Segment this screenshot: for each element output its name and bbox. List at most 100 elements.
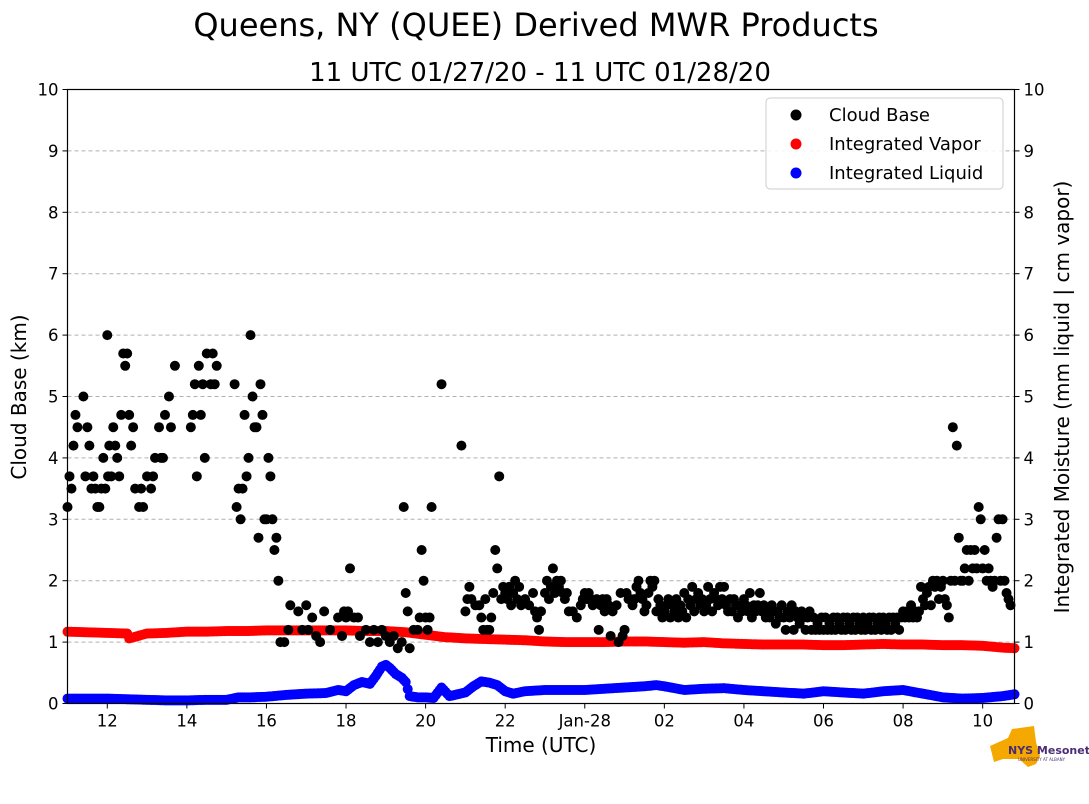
cloud-base-point-250	[719, 581, 730, 592]
y-tick-left-label-0: 0	[48, 695, 59, 714]
cloud-base-point-338	[894, 624, 905, 635]
cloud-base-point-25	[114, 471, 125, 482]
cloud-base-point-8	[82, 422, 93, 433]
cloud-base-point-115	[396, 637, 407, 648]
cloud-base-point-91	[303, 624, 314, 635]
cloud-base-point-45	[163, 391, 174, 402]
cloud-base-point-188	[593, 624, 604, 635]
cloud-base-point-137	[476, 612, 487, 623]
cloud-base-point-90	[301, 600, 312, 611]
x-tick-label-18: 18	[336, 712, 357, 731]
cloud-base-point-31	[126, 440, 137, 451]
x-tick-label-12: 12	[97, 712, 118, 731]
cloud-base-point-121	[412, 624, 423, 635]
cloud-base-point-41	[154, 422, 165, 433]
cloud-base-point-348	[914, 606, 925, 617]
cloud-base-point-144	[490, 545, 501, 555]
cloud-base-point-98	[337, 630, 348, 641]
cloud-base-point-23	[110, 440, 121, 451]
cloud-base-point-105	[354, 630, 365, 641]
cloud-base-point-80	[267, 514, 278, 525]
legend-label-integrated-liquid: Integrated Liquid	[829, 163, 983, 184]
cloud-base-point-87	[285, 600, 296, 611]
y-tick-right-label-1: 1	[1024, 633, 1035, 652]
x-tick-label-22: 22	[495, 712, 516, 731]
legend-marker-integrated-vapor	[790, 138, 802, 150]
cloud-base-point-373	[963, 575, 974, 586]
cloud-base-point-92	[307, 612, 318, 623]
cloud-base-point-363	[943, 612, 954, 623]
y-tick-right-label-7: 7	[1024, 265, 1035, 284]
y-axis-left: 0 1 2 3 4 5 6 7 8 9 10	[38, 81, 68, 714]
cloud-base-point-116	[398, 502, 409, 513]
cloud-base-point-145	[492, 563, 503, 574]
cloud-base-point-30	[124, 409, 135, 420]
cloud-base-point-390	[997, 514, 1008, 525]
y-tick-right-label-3: 3	[1024, 510, 1035, 529]
cloud-base-point-123	[416, 545, 427, 555]
cloud-base-point-95	[319, 606, 330, 617]
cloud-base-point-194	[605, 630, 616, 641]
cloud-base-point-47	[169, 360, 180, 371]
cloud-base-point-75	[257, 409, 268, 420]
series-cloud-base	[62, 330, 1016, 654]
cloud-base-point-362	[941, 600, 952, 611]
cloud-base-point-46	[165, 422, 176, 433]
cloud-base-point-28	[120, 360, 131, 371]
cloud-base-point-51	[191, 471, 202, 482]
cloud-base-point-354	[925, 600, 936, 611]
y-tick-right-label-5: 5	[1024, 388, 1035, 407]
cloud-base-point-18	[102, 330, 113, 341]
cloud-base-point-387	[991, 532, 1002, 543]
cloud-base-point-381	[979, 545, 990, 555]
cloud-base-point-367	[951, 440, 962, 451]
cloud-base-point-391	[999, 575, 1010, 586]
cloud-base-point-11	[88, 471, 99, 482]
legend-marker-integrated-liquid	[790, 167, 802, 179]
cloud-base-point-38	[146, 483, 157, 494]
cloud-base-point-139	[480, 594, 491, 605]
cloud-base-point-376	[969, 545, 980, 555]
logo-title: NYS Mesonet	[1008, 744, 1089, 757]
cloud-base-point-1	[64, 471, 75, 482]
cloud-base-point-160	[528, 587, 539, 598]
x-axis-label: Time (UTC)	[485, 733, 597, 757]
cloud-base-point-66	[239, 409, 250, 420]
chart-subtitle: 11 UTC 01/27/20 - 11 UTC 01/28/20	[309, 58, 771, 88]
cloud-base-point-50	[189, 379, 200, 390]
cloud-base-point-22	[108, 422, 119, 433]
y-tick-right-label-10: 10	[1024, 81, 1045, 100]
y-tick-left-label-5: 5	[48, 388, 59, 407]
cloud-base-point-21	[106, 471, 117, 482]
cloud-base-point-9	[84, 440, 95, 451]
cloud-base-point-58	[207, 348, 218, 359]
cloud-base-point-65	[237, 483, 248, 494]
cloud-base-point-62	[231, 502, 242, 513]
cloud-base-point-83	[273, 575, 284, 586]
legend-label-integrated-vapor: Integrated Vapor	[829, 134, 981, 155]
cloud-base-point-52	[193, 360, 204, 371]
nys-mesonet-logo: NYS Mesonet UNIVERSITY AT ALBANY	[990, 726, 1089, 767]
cloud-base-point-143	[488, 587, 499, 598]
y-tick-left-label-1: 1	[48, 633, 59, 652]
cloud-base-point-205	[629, 594, 640, 605]
cloud-base-point-43	[157, 452, 168, 463]
cloud-base-point-371	[959, 563, 970, 574]
cloud-base-point-69	[245, 330, 256, 341]
cloud-base-point-97	[333, 612, 344, 623]
cloud-base-point-196	[611, 600, 622, 611]
x-tick-label-04: 04	[733, 712, 754, 731]
cloud-base-point-394	[1005, 600, 1016, 611]
cloud-base-point-242	[703, 581, 714, 592]
cloud-base-point-101	[343, 606, 354, 617]
y-axis-right-label: Integrated Moisture (mm liquid | cm vapo…	[1050, 181, 1074, 614]
cloud-base-point-130	[456, 440, 467, 451]
x-tick-label-16: 16	[256, 712, 277, 731]
cloud-base-point-72	[251, 422, 262, 433]
cloud-base-point-234	[687, 581, 698, 592]
cloud-base-point-128	[426, 502, 437, 513]
cloud-base-point-74	[255, 379, 266, 390]
cloud-base-point-48	[185, 422, 196, 433]
new-york-state-shape-icon	[990, 726, 1040, 767]
